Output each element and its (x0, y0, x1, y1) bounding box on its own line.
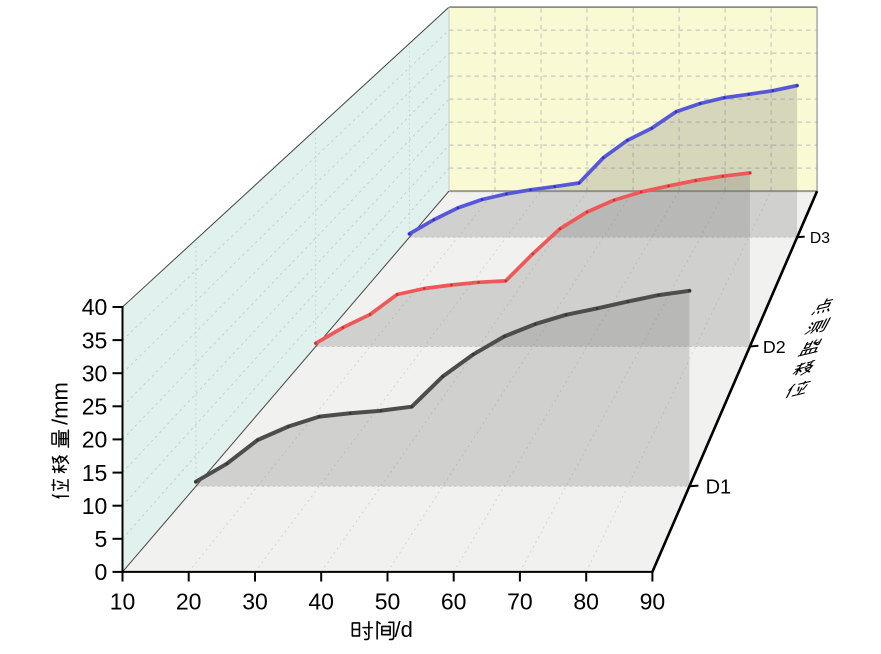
svg-text:D3: D3 (810, 230, 830, 247)
svg-text:30: 30 (82, 360, 108, 386)
svg-text:20: 20 (82, 427, 108, 453)
svg-text:20: 20 (176, 589, 202, 615)
svg-text:5: 5 (95, 526, 108, 552)
svg-text:D2: D2 (763, 337, 786, 357)
svg-text:90: 90 (640, 589, 666, 615)
svg-text:35: 35 (82, 327, 108, 353)
svg-text:40: 40 (308, 589, 334, 615)
svg-text:50: 50 (375, 589, 401, 615)
svg-text:/mm: /mm (48, 382, 73, 425)
svg-text:15: 15 (82, 460, 108, 486)
svg-text:0: 0 (95, 559, 108, 585)
svg-text:70: 70 (507, 589, 533, 615)
svg-text:D1: D1 (706, 477, 732, 499)
svg-text:10: 10 (110, 589, 136, 615)
svg-text:10: 10 (82, 493, 108, 519)
svg-text:60: 60 (441, 589, 467, 615)
svg-text:/d: /d (395, 617, 413, 642)
svg-text:80: 80 (573, 589, 599, 615)
svg-text:40: 40 (82, 294, 108, 320)
svg-text:30: 30 (242, 589, 268, 615)
svg-text:25: 25 (82, 394, 108, 420)
